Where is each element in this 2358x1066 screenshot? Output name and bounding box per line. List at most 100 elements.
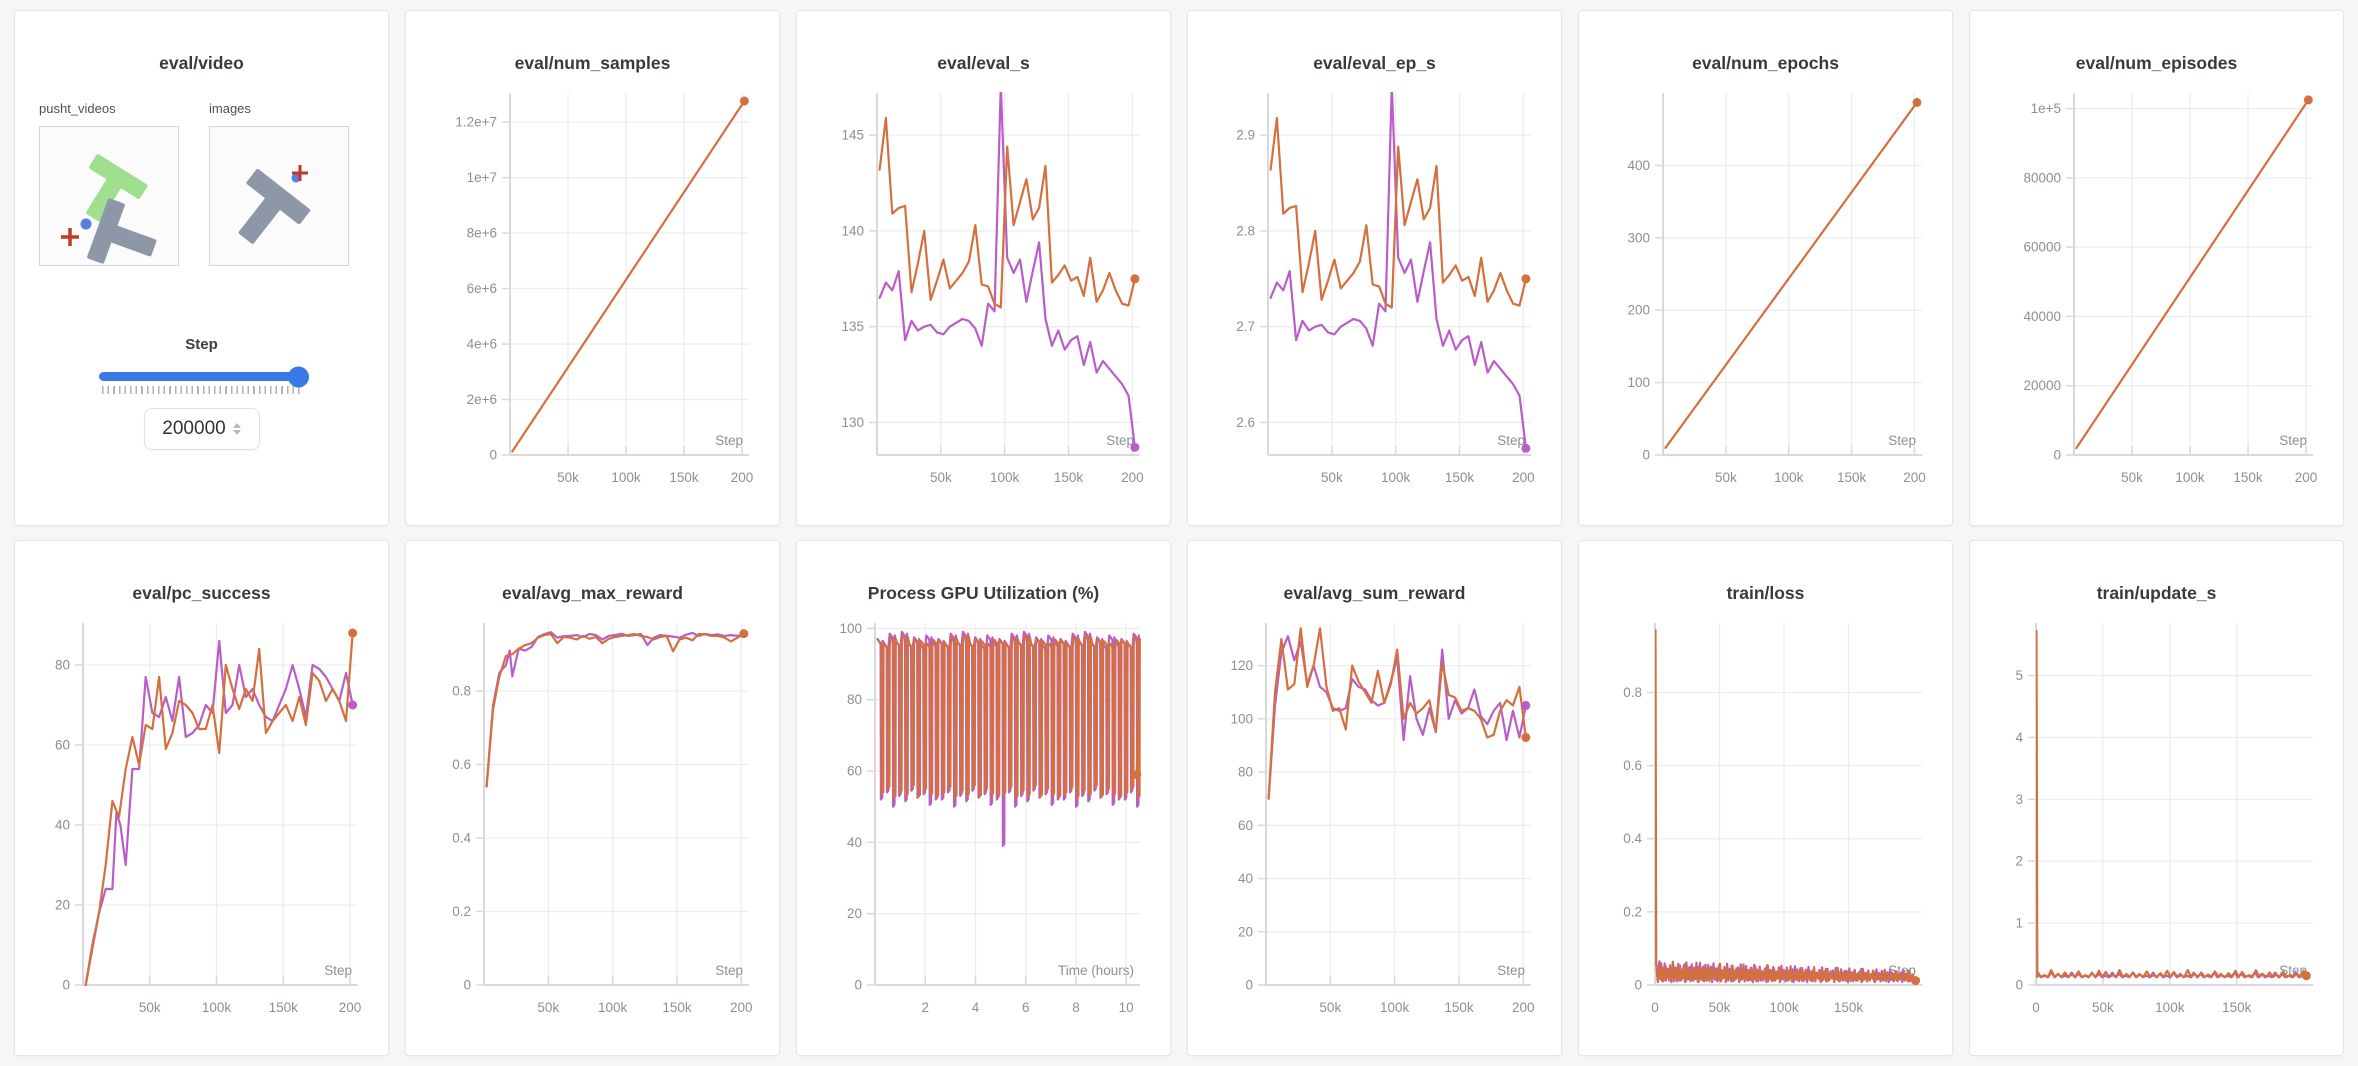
y-tick-label: 5 bbox=[2015, 668, 2023, 683]
chart-canvas: 0 100 200 300 400 50k 100k 150k 200 Step bbox=[1627, 93, 1926, 485]
chart-title: Process GPU Utilization (%) bbox=[867, 583, 1100, 603]
series-line-purple bbox=[878, 92, 1136, 449]
series-line-orange bbox=[1655, 629, 1917, 983]
panel-eval-video[interactable]: eval/video pusht_videos images bbox=[14, 10, 389, 526]
step-down-icon[interactable] bbox=[232, 430, 241, 435]
images-thumbnail[interactable] bbox=[209, 126, 349, 266]
y-tick-label: 60 bbox=[55, 738, 70, 753]
x-tick-label: 100k bbox=[990, 470, 1020, 485]
panel-process-gpu-utilization-[interactable]: Process GPU Utilization (%) 0 20 40 60 80 100 2… bbox=[796, 540, 1171, 1056]
media-label: images bbox=[209, 101, 251, 116]
chart-canvas: 0 20000 40000 60000 80000 1e+5 50k 100k 150k 200 S… bbox=[2023, 93, 2317, 485]
x-tick-label: 100k bbox=[1380, 1000, 1410, 1015]
y-tick-label: 0.2 bbox=[452, 904, 471, 919]
x-axis-label: Step bbox=[2279, 433, 2307, 448]
y-tick-label: 0.6 bbox=[1623, 758, 1642, 773]
media-label: pusht_videos bbox=[39, 101, 116, 116]
step-number-input[interactable]: 200000 bbox=[143, 408, 260, 450]
y-tick-label: 60 bbox=[1238, 818, 1253, 833]
panel-eval-num-episodes[interactable]: eval/num_episodes 0 20000 40000 60000 80000 1e… bbox=[1969, 10, 2344, 526]
panel-train-loss[interactable]: train/loss 0 0.2 0.4 0.6 0.8 0 50k 100k 150k Step bbox=[1578, 540, 1953, 1056]
x-tick-label: 4 bbox=[972, 1000, 980, 1015]
step-slider-handle[interactable] bbox=[287, 366, 309, 387]
y-tick-label: 6e+6 bbox=[467, 281, 497, 296]
series-line-purple bbox=[1269, 92, 1527, 450]
panel-eval-avg-sum-reward[interactable]: eval/avg_sum_reward 0 20 40 60 80 100 120 50k 100… bbox=[1187, 540, 1562, 1056]
y-tick-label: 40 bbox=[847, 835, 862, 850]
series-line-orange bbox=[485, 632, 745, 788]
series-line-orange bbox=[877, 634, 1141, 799]
y-tick-label: 100 bbox=[1230, 711, 1253, 726]
y-tick-label: 2e+6 bbox=[467, 392, 497, 407]
pusht-video-thumbnail[interactable] bbox=[39, 126, 179, 266]
stepper-arrows-icon[interactable] bbox=[232, 423, 241, 435]
y-tick-label: 0 bbox=[1245, 978, 1253, 993]
y-tick-label: 40 bbox=[1238, 871, 1253, 886]
x-axis-label: Step bbox=[1497, 433, 1525, 448]
series-line-purple bbox=[84, 639, 354, 986]
step-up-icon[interactable] bbox=[232, 423, 241, 428]
series-end-dot-orange bbox=[1521, 732, 1531, 742]
panel-eval-eval-ep-s[interactable]: eval/eval_ep_s 2.6 2.7 2.8 2.9 50k 100k 150k 200… bbox=[1187, 10, 1562, 526]
x-tick-label: 50k bbox=[139, 1000, 161, 1015]
series-end-dot-purple bbox=[1521, 443, 1531, 453]
chart-canvas: 0 0.2 0.4 0.6 0.8 50k 100k 150k 200 Step bbox=[452, 623, 753, 1015]
x-tick-label: 150k bbox=[1444, 1000, 1474, 1015]
y-tick-label: 4 bbox=[2015, 730, 2023, 745]
x-tick-label: 50k bbox=[930, 470, 952, 485]
x-tick-label: 100k bbox=[202, 1000, 232, 1015]
series-end-dot-orange bbox=[2301, 971, 2311, 981]
y-tick-label: 40000 bbox=[2023, 309, 2061, 324]
step-slider[interactable] bbox=[98, 366, 309, 387]
panel-eval-pc-success[interactable]: eval/pc_success 0 20 40 60 80 50k 100k 150k 200 St… bbox=[14, 540, 389, 1056]
x-axis-label: Time (hours) bbox=[1058, 963, 1134, 978]
x-tick-label: 100k bbox=[598, 1000, 628, 1015]
panel-eval-num-epochs[interactable]: eval/num_epochs 0 100 200 300 400 50k 100k 150k 2… bbox=[1578, 10, 1953, 526]
y-tick-label: 1.2e+7 bbox=[455, 115, 497, 130]
agent-dot bbox=[80, 218, 92, 230]
step-control: Step 200000 bbox=[15, 336, 388, 450]
series-line-orange bbox=[84, 631, 354, 986]
chart-canvas: 2.6 2.7 2.8 2.9 50k 100k 150k 200 Step bbox=[1236, 92, 1535, 485]
x-tick-label: 150k bbox=[1834, 1000, 1864, 1015]
y-tick-label: 100 bbox=[1627, 375, 1650, 390]
y-tick-label: 1e+7 bbox=[467, 170, 497, 185]
x-tick-label: 0 bbox=[1651, 1000, 1659, 1015]
panel-eval-eval-s[interactable]: eval/eval_s 130 135 140 145 50k 100k 150k 200 Ste… bbox=[796, 10, 1171, 526]
x-tick-label: 150k bbox=[669, 470, 699, 485]
x-axis-label: Step bbox=[1106, 433, 1134, 448]
series-end-dot-orange bbox=[2303, 95, 2313, 105]
y-tick-label: 1 bbox=[2015, 916, 2023, 931]
y-tick-label: 0 bbox=[854, 978, 862, 993]
chart-canvas: 130 135 140 145 50k 100k 150k 200 Step bbox=[841, 92, 1144, 485]
x-tick-label: 200 bbox=[1121, 470, 1144, 485]
chart-title: eval/avg_sum_reward bbox=[1283, 583, 1466, 603]
y-tick-label: 0.2 bbox=[1623, 904, 1642, 919]
y-tick-label: 130 bbox=[841, 415, 864, 430]
y-tick-label: 60 bbox=[847, 764, 862, 779]
panel-train-update-s[interactable]: train/update_s 0 1 2 3 4 5 0 50k 100k 150k Step bbox=[1969, 540, 2344, 1056]
series-end-dot-orange bbox=[1912, 97, 1922, 107]
y-tick-label: 8e+6 bbox=[467, 226, 497, 241]
series-line-orange bbox=[878, 116, 1136, 309]
series-end-dot-purple bbox=[348, 700, 358, 710]
panel-eval-num-samples[interactable]: eval/num_samples 0 2e+6 4e+6 6e+6 8e+6 1e+7 1.2… bbox=[405, 10, 780, 526]
y-tick-label: 4e+6 bbox=[467, 337, 497, 352]
y-tick-label: 0.6 bbox=[452, 757, 471, 772]
x-tick-label: 50k bbox=[1321, 470, 1343, 485]
series-end-dot-orange bbox=[1130, 274, 1140, 284]
x-tick-label: 50k bbox=[1715, 470, 1737, 485]
x-tick-label: 200 bbox=[1903, 470, 1926, 485]
x-axis-label: Step bbox=[715, 433, 743, 448]
chart-title: eval/eval_ep_s bbox=[1313, 53, 1436, 73]
y-tick-label: 2.7 bbox=[1236, 319, 1255, 334]
pusht-scene-image bbox=[61, 154, 157, 264]
x-tick-label: 8 bbox=[1072, 1000, 1080, 1015]
y-tick-label: 0 bbox=[2015, 978, 2023, 993]
green-t-block bbox=[86, 154, 148, 222]
x-tick-label: 50k bbox=[2092, 1000, 2114, 1015]
y-tick-label: 120 bbox=[1230, 658, 1253, 673]
panel-eval-avg-max-reward[interactable]: eval/avg_max_reward 0 0.2 0.4 0.6 0.8 50k 100k 1… bbox=[405, 540, 780, 1056]
